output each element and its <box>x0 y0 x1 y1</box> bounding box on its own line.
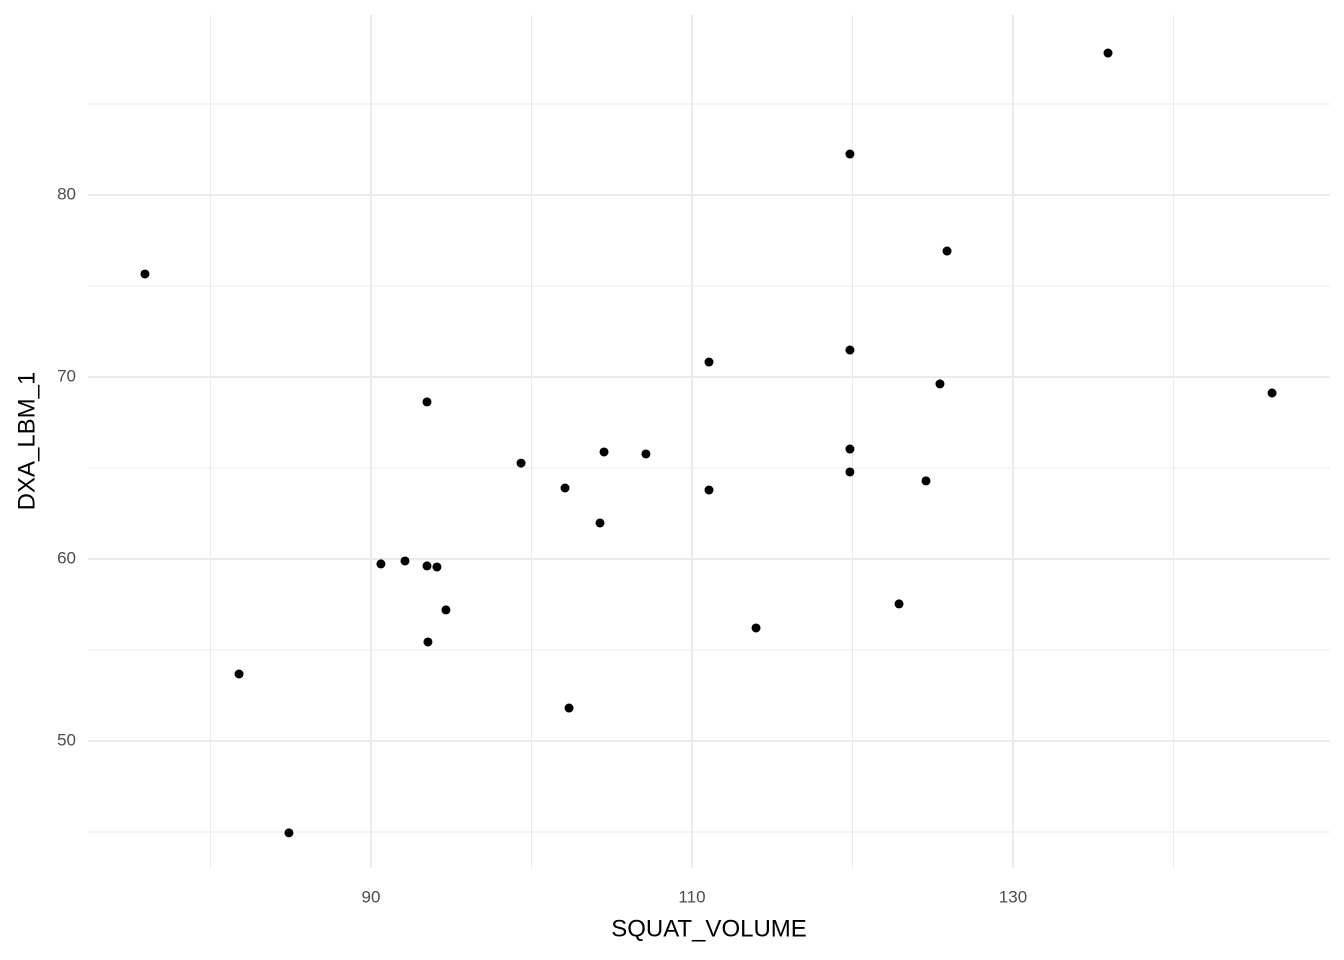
x-tick-label: 110 <box>678 887 705 906</box>
point <box>845 345 855 355</box>
y-tick-label: 60 <box>57 548 76 567</box>
point <box>423 637 433 647</box>
point <box>942 246 952 256</box>
point <box>921 476 931 486</box>
point <box>641 449 651 459</box>
x-tick-label: 90 <box>362 887 381 906</box>
point <box>704 485 714 495</box>
y-axis-title: DXA_LBM_1 <box>13 372 40 511</box>
y-tick-label: 50 <box>57 730 76 749</box>
point <box>284 828 294 838</box>
point <box>935 379 945 389</box>
point <box>845 467 855 477</box>
y-tick-label: 70 <box>57 366 76 385</box>
point <box>751 623 761 633</box>
point <box>845 444 855 454</box>
point <box>1267 388 1277 398</box>
point <box>400 556 410 566</box>
point <box>422 561 432 571</box>
point <box>894 599 904 609</box>
point <box>432 562 442 572</box>
point <box>564 703 574 713</box>
y-tick-label: 80 <box>57 184 76 203</box>
point <box>1103 48 1113 58</box>
point <box>140 269 150 279</box>
point <box>845 149 855 159</box>
point <box>599 447 609 457</box>
point <box>422 397 432 407</box>
point <box>560 483 570 493</box>
point <box>234 669 244 679</box>
x-tick-label: 130 <box>999 887 1027 906</box>
point <box>704 357 714 367</box>
x-axis-title: SQUAT_VOLUME <box>611 915 807 942</box>
point <box>441 605 451 615</box>
point <box>595 518 605 528</box>
point <box>376 559 386 569</box>
point <box>516 458 526 468</box>
